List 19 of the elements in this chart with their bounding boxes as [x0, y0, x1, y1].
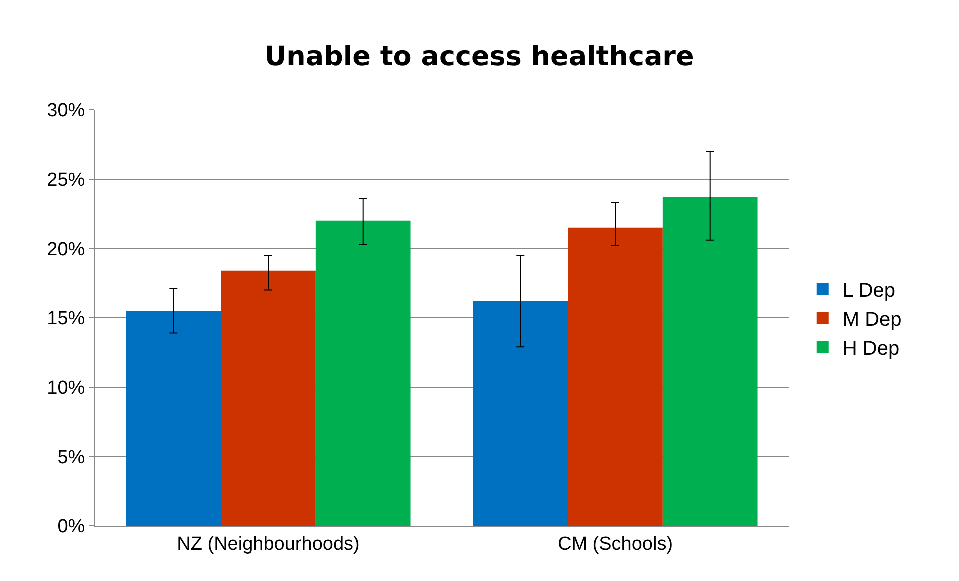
y-tick-label: 10% — [47, 378, 86, 399]
bar — [221, 270, 316, 526]
x-tick-label: CM (Schools) — [558, 534, 674, 555]
y-tick-label: 25% — [47, 170, 86, 191]
x-tick-label: NZ (Neighbourhoods) — [177, 534, 360, 555]
bar — [568, 228, 663, 526]
legend-label: H Dep — [842, 338, 900, 360]
bar — [473, 301, 568, 526]
y-tick-label: 20% — [47, 239, 86, 260]
legend-label: M Dep — [842, 308, 902, 331]
y-tick-label: 0% — [58, 516, 86, 538]
y-tick-label: 30% — [47, 100, 86, 122]
bar — [126, 311, 222, 526]
legend-label: L Dep — [842, 280, 896, 302]
y-tick-label: 15% — [47, 308, 86, 330]
chart-title: Unable to access healthcare — [264, 41, 694, 72]
bar — [662, 197, 758, 526]
y-tick-label: 5% — [58, 447, 86, 468]
bar — [316, 220, 411, 526]
